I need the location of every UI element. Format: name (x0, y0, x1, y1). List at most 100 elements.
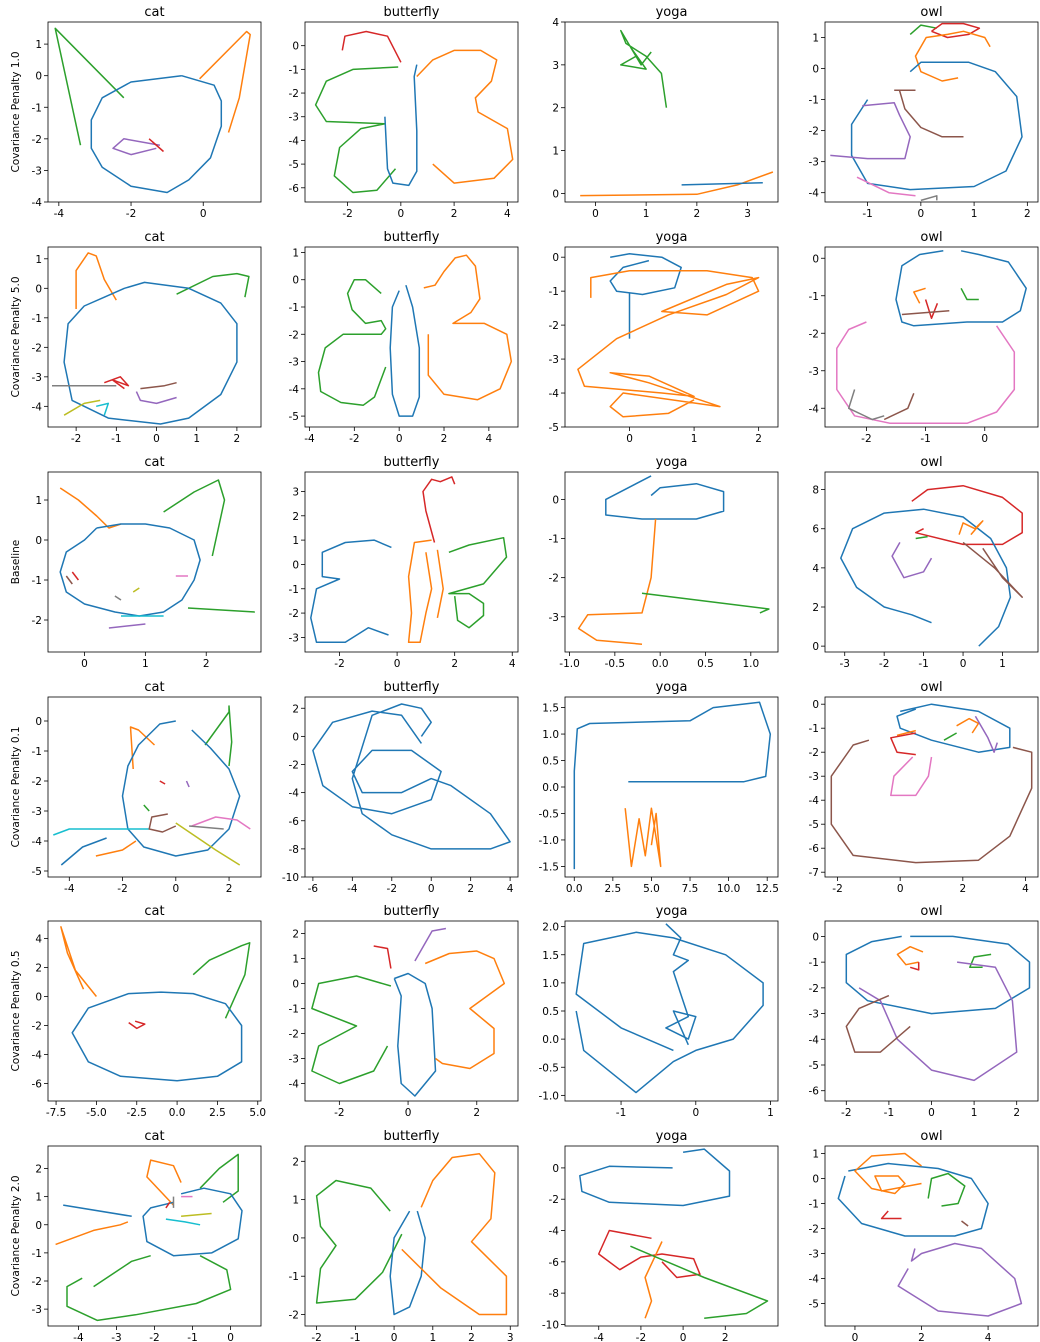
stroke-line (897, 947, 923, 965)
y-tick-label: -1.0 (539, 835, 560, 847)
x-tick-label: 0 (928, 1107, 935, 1119)
y-tick-label: -1 (32, 575, 42, 587)
y-axis-label: Covariance Penalty 1.0 (10, 51, 22, 172)
y-tick-label: -1 (809, 957, 819, 969)
stroke-line (53, 829, 149, 835)
axes-frame (305, 697, 518, 877)
subplot: owl024-5-4-3-2-101 (809, 1129, 1038, 1342)
y-tick-label: 4 (35, 933, 42, 945)
y-tick-label: -2 (32, 134, 42, 146)
y-tick-label: -1 (289, 584, 299, 596)
y-tick-label: -1 (289, 1004, 299, 1016)
y-tick-label: 1 (292, 1195, 299, 1207)
y-tick-label: -4 (549, 1226, 560, 1238)
x-tick-label: 0.0 (652, 658, 669, 670)
stroke-line (394, 974, 435, 1097)
y-tick-label: -4 (289, 788, 300, 800)
y-tick-label: -3 (809, 157, 819, 169)
y-tick-label: -3 (549, 354, 559, 366)
plot-area (316, 32, 513, 193)
stroke-line (892, 542, 931, 577)
x-tick-label: -2 (349, 433, 359, 445)
subplot-title: yoga (656, 904, 688, 919)
x-tick-label: 2 (755, 433, 762, 445)
plot-area (313, 704, 510, 849)
y-tick-label: 0 (292, 731, 299, 743)
y-tick-label: -5 (32, 866, 42, 878)
x-tick-label: -2 (879, 658, 889, 670)
stroke-line (682, 183, 763, 185)
y-tick-label: 0 (552, 1163, 559, 1175)
stroke-line (109, 624, 145, 628)
plot-area (580, 1149, 768, 1318)
stroke-line (944, 733, 957, 740)
stroke-line (846, 996, 910, 1053)
axes-frame (825, 697, 1038, 877)
y-tick-label: -2 (32, 342, 42, 354)
y-tick-label: 0.5 (542, 1006, 559, 1018)
y-tick-label: -3 (32, 165, 42, 177)
y-tick-label: 1 (35, 39, 42, 51)
x-tick-label: 0 (81, 658, 88, 670)
y-tick-label: -1 (32, 746, 42, 758)
stroke-line (902, 311, 949, 315)
stroke-line (176, 823, 240, 865)
y-tick-label: 0 (812, 253, 819, 265)
y-tick-label: -3 (289, 1054, 299, 1066)
y-tick-label: -1 (809, 1199, 819, 1211)
x-tick-label: -1 (918, 658, 928, 670)
y-tick-label: -2 (809, 1224, 819, 1236)
y-tick-label: 0 (35, 716, 42, 728)
x-tick-label: 2.5 (209, 1107, 226, 1119)
x-tick-label: 1 (142, 658, 149, 670)
stroke-line (160, 781, 165, 784)
y-tick-label: -1 (549, 534, 559, 546)
stroke-line (72, 572, 78, 580)
stroke-line (897, 704, 1010, 752)
x-tick-label: 0 (172, 883, 179, 895)
x-tick-label: 2 (203, 658, 210, 670)
y-tick-label: -6 (289, 816, 300, 828)
stroke-line (837, 322, 1015, 423)
stroke-line (417, 50, 513, 183)
x-tick-label: 0 (918, 208, 925, 220)
subplot-title: cat (144, 680, 164, 695)
subplot-title: owl (920, 230, 942, 245)
plot-area (56, 1154, 242, 1320)
subplot: yoga-4-202-10-8-6-4-20 (542, 1129, 778, 1342)
x-tick-label: 1 (643, 208, 650, 220)
y-axis-label: Covariance Penalty 0.5 (10, 950, 22, 1071)
y-tick-label: 2 (292, 511, 299, 523)
y-tick-label: -10 (282, 872, 299, 884)
y-tick-label: -2 (289, 608, 299, 620)
stroke-line (61, 838, 106, 865)
y-tick-label: -0.5 (539, 1062, 560, 1074)
y-tick-label: -3 (809, 366, 819, 378)
x-tick-label: 2 (959, 883, 966, 895)
x-tick-label: 2.5 (604, 883, 621, 895)
y-tick-label: -2 (289, 760, 299, 772)
stroke-line (625, 808, 661, 866)
stroke-line (916, 537, 928, 539)
y-tick-label: -1 (32, 313, 42, 325)
subplot-title: cat (144, 1129, 164, 1144)
y-tick-label: -3 (809, 1009, 819, 1021)
y-tick-label: -4 (32, 836, 43, 848)
y-tick-label: 0 (35, 71, 42, 83)
y-tick-label: 0 (292, 979, 299, 991)
subplot-title: yoga (656, 455, 688, 470)
subplot: butterfly-2024-3-2-10123 (289, 455, 518, 670)
x-tick-label: 0 (405, 1107, 412, 1119)
subplot-title: owl (920, 455, 942, 470)
y-tick-label: -1 (289, 64, 299, 76)
plot-area (838, 1154, 1021, 1317)
plot-area (311, 477, 507, 642)
x-tick-label: -2 (636, 1332, 646, 1342)
y-tick-label: 0 (812, 1174, 819, 1186)
plot-area (846, 936, 1029, 1080)
y-axis-label: Baseline (10, 540, 22, 585)
y-tick-label: 2 (552, 103, 559, 115)
stroke-line (666, 924, 696, 1045)
x-tick-label: -2 (334, 658, 344, 670)
stroke-line (898, 1244, 1021, 1317)
